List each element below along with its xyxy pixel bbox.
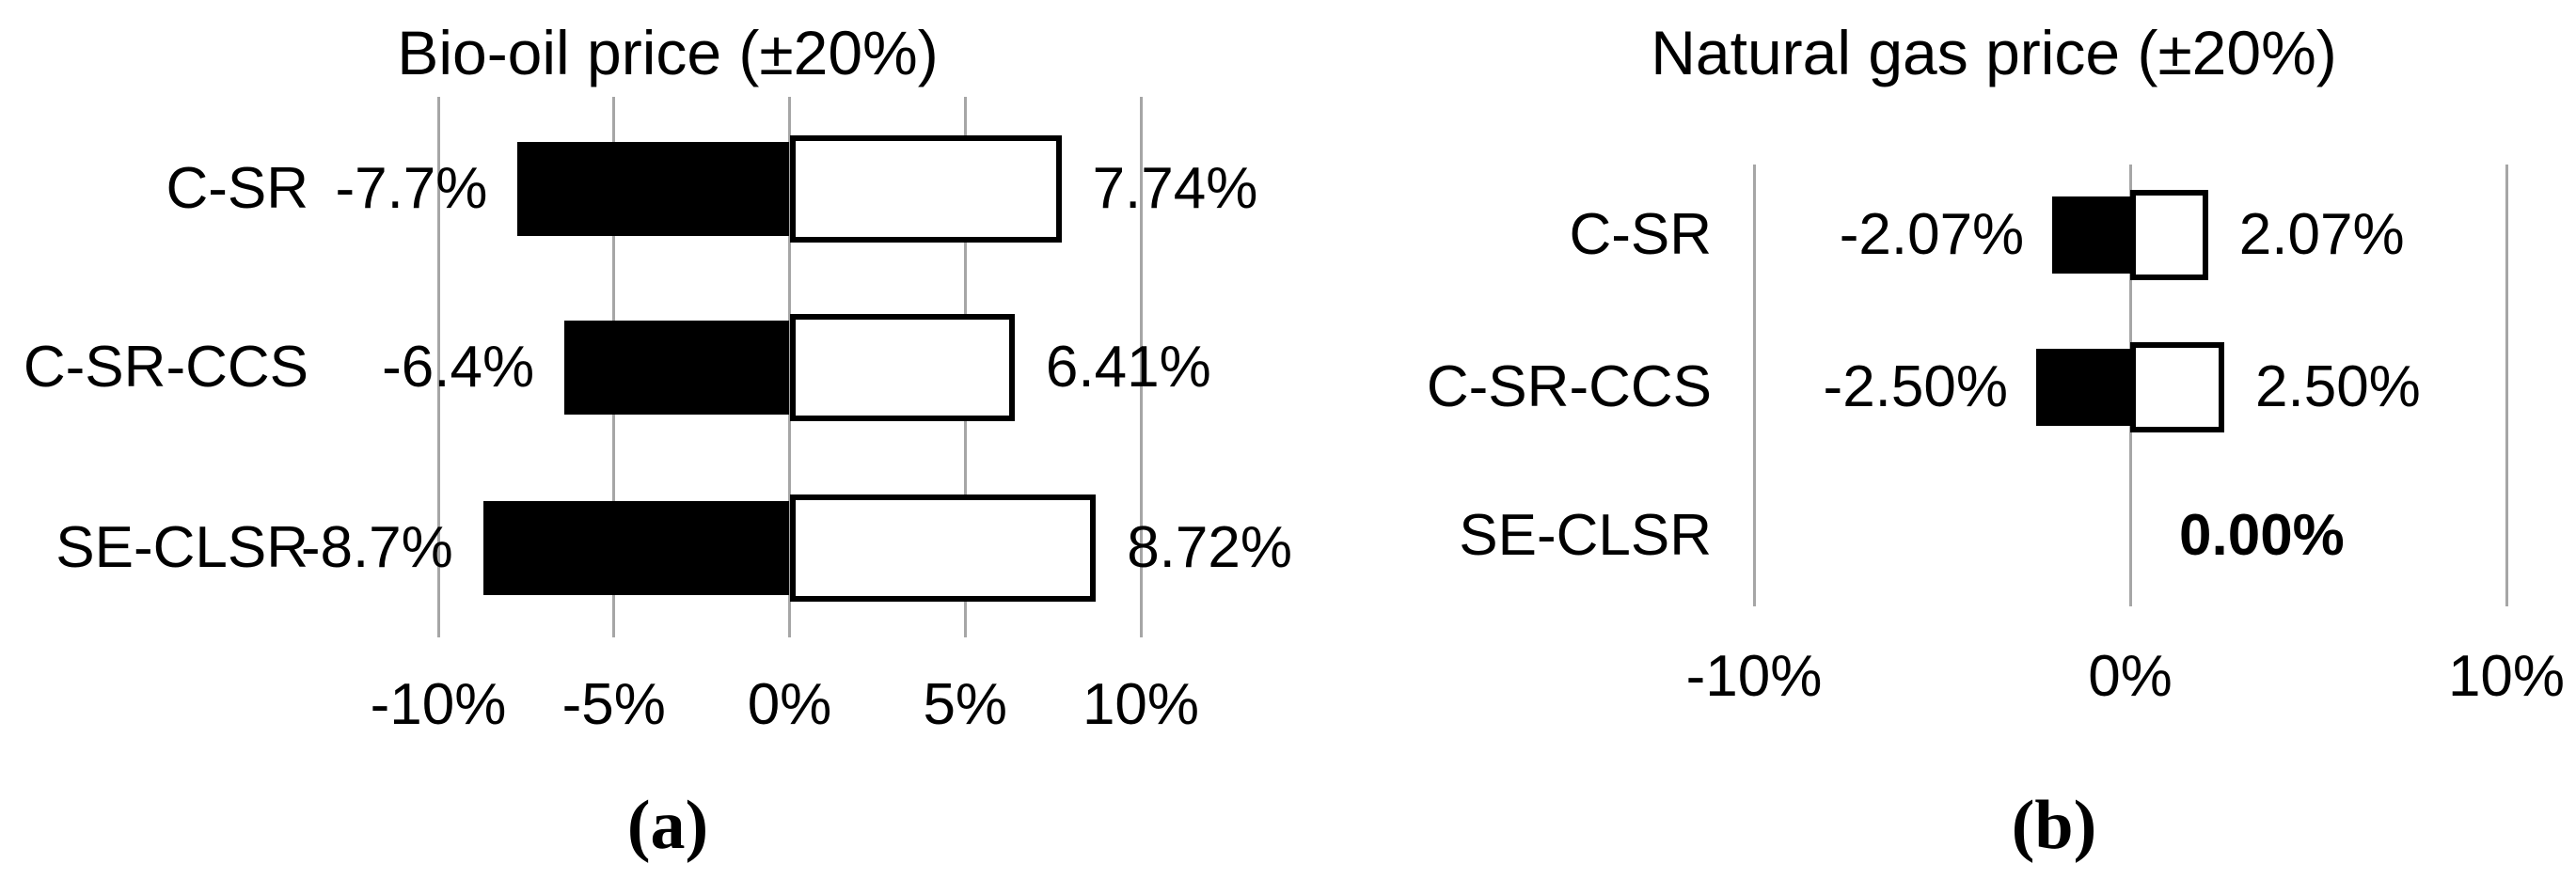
x-axis-tick-label: 0% <box>2088 644 2173 709</box>
bar-negative <box>2036 349 2130 426</box>
x-axis-tick-label: -5% <box>561 672 666 737</box>
bar-negative <box>2052 196 2130 274</box>
chart-title-natural-gas: Natural gas price (±20%) <box>1651 18 2337 87</box>
value-label-positive: 8.72% <box>1127 515 1292 580</box>
value-label-negative: -2.07% <box>1839 202 2025 267</box>
bar-positive <box>2130 342 2224 432</box>
value-label-positive: 6.41% <box>1045 335 1211 400</box>
bar-positive <box>2130 190 2208 280</box>
x-axis-tick-label: 0% <box>747 672 832 737</box>
gridline <box>436 97 440 637</box>
bar-negative <box>517 142 790 236</box>
x-axis-tick-label: 10% <box>1082 672 1200 737</box>
gridline <box>1139 97 1143 637</box>
gridline <box>2505 165 2508 606</box>
bar-negative <box>482 501 790 595</box>
bar-negative <box>564 321 790 415</box>
value-label-positive: 7.74% <box>1092 156 1258 221</box>
panel-caption-b: (b) <box>2011 787 2097 864</box>
x-axis-tick-label: -10% <box>1685 644 1823 709</box>
gridline <box>1752 165 1756 606</box>
category-label: C-SR-CCS <box>23 335 308 400</box>
category-label: SE-CLSR <box>55 515 308 580</box>
bar-positive <box>789 314 1015 421</box>
value-label-positive: 2.50% <box>2255 354 2421 419</box>
value-label-negative: -7.7% <box>335 156 488 221</box>
category-label: C-SR-CCS <box>1426 354 1712 419</box>
panel-caption-a: (a) <box>626 787 709 864</box>
value-label-positive: 2.07% <box>2238 202 2405 267</box>
x-axis-tick-label: 5% <box>923 672 1008 737</box>
value-label-negative: -2.50% <box>1823 354 2008 419</box>
bar-positive <box>789 494 1097 602</box>
bar-positive <box>789 135 1062 243</box>
category-label: C-SR <box>1569 202 1712 267</box>
value-label-zero: 0.00% <box>2179 503 2345 568</box>
x-axis-tick-label: 10% <box>2447 644 2566 709</box>
value-label-negative: -6.4% <box>382 335 535 400</box>
chart-title-bio-oil: Bio-oil price (±20%) <box>397 18 939 87</box>
category-label: SE-CLSR <box>1459 503 1712 568</box>
category-label: C-SR <box>166 156 308 221</box>
value-label-negative: -8.7% <box>300 515 453 580</box>
x-axis-tick-label: -10% <box>370 672 507 737</box>
